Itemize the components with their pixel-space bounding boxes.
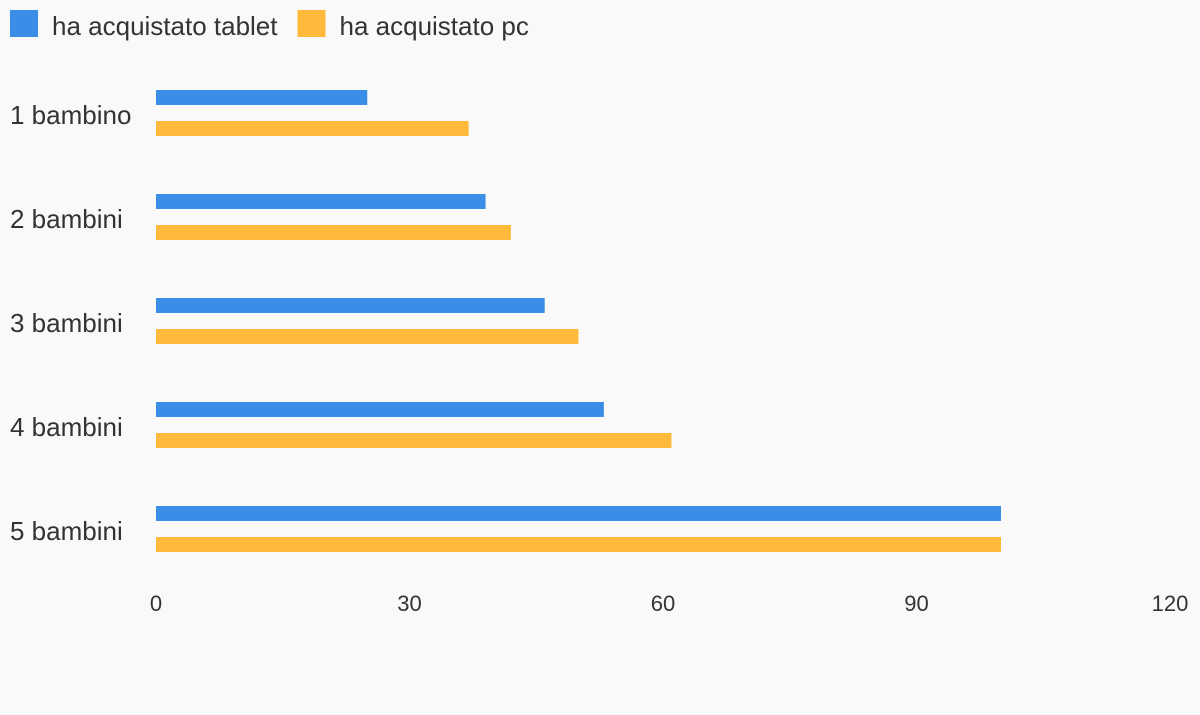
- bar-series2-cat4: [156, 433, 672, 448]
- bar-series2-cat2: [156, 225, 511, 240]
- legend-swatch-1: [10, 10, 38, 37]
- bar-series1-cat4: [156, 402, 604, 417]
- legend-swatch-2: [297, 10, 326, 37]
- bar-series1-cat3: [156, 298, 545, 313]
- category-label-1: 1 bambino: [10, 100, 131, 130]
- x-tick-label-4: 90: [904, 591, 928, 616]
- x-tick-label-2: 30: [397, 591, 421, 616]
- category-label-4: 4 bambini: [10, 412, 123, 442]
- x-tick-label-5: 120: [1152, 591, 1189, 616]
- category-label-2: 2 bambini: [10, 204, 123, 234]
- bar-series2-cat3: [156, 329, 579, 344]
- x-tick-label-3: 60: [651, 591, 675, 616]
- legend-label-2: ha acquistato pc: [340, 11, 529, 41]
- category-label-3: 3 bambini: [10, 308, 123, 338]
- category-label-5: 5 bambini: [10, 516, 123, 546]
- x-tick-label-1: 0: [150, 591, 162, 616]
- legend-label-1: ha acquistato tablet: [52, 11, 278, 41]
- bar-series1-cat5: [156, 506, 1001, 521]
- bar-series2-cat5: [156, 537, 1001, 552]
- bar-series2-cat1: [156, 121, 469, 136]
- bar-series1-cat1: [156, 90, 368, 105]
- bar-series1-cat2: [156, 194, 486, 209]
